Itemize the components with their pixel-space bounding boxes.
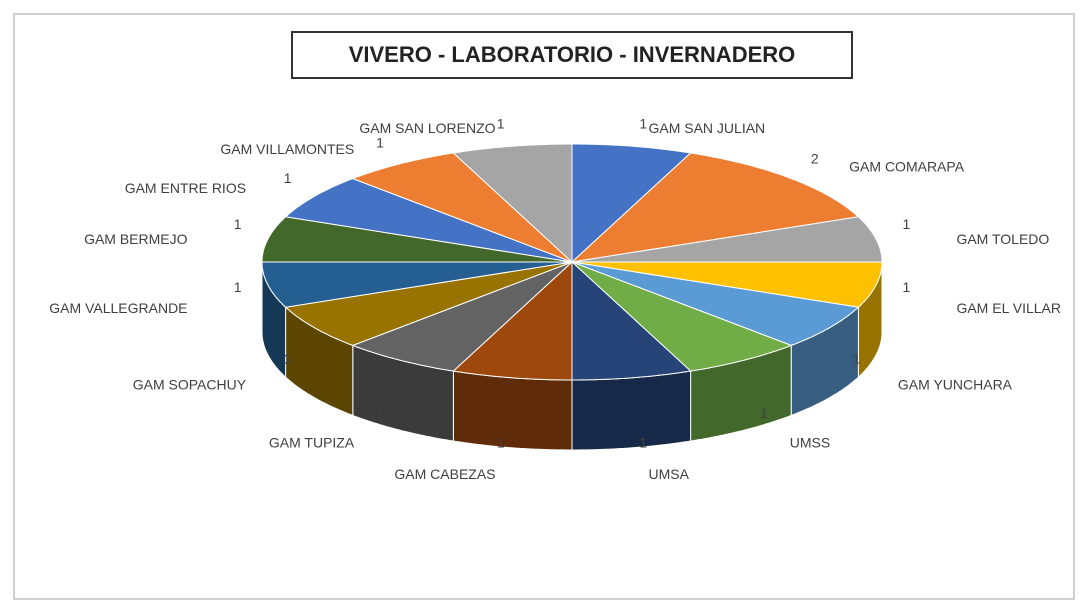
category-label: GAM VILLAMONTES — [220, 141, 354, 157]
category-label: GAM TUPIZA — [269, 435, 355, 451]
slice — [452, 260, 573, 381]
slice-side — [571, 370, 692, 451]
data-label: 1 — [234, 279, 242, 295]
data-label: 1 — [852, 350, 860, 366]
category-label: GAM COMARAPA — [849, 159, 965, 175]
data-label: 2 — [811, 151, 819, 167]
title-box — [291, 31, 853, 79]
slice — [571, 261, 793, 372]
data-label: 1 — [497, 116, 505, 132]
category-label: GAM BERMEJO — [84, 231, 188, 247]
category-label: GAM CABEZAS — [394, 466, 495, 482]
slice — [571, 261, 860, 346]
slice-side — [452, 370, 573, 451]
data-label: 1 — [376, 135, 384, 151]
category-label: GAM ENTRE RIOS — [125, 180, 246, 196]
slice — [261, 216, 573, 263]
category-label: GAM EL VILLAR — [956, 300, 1061, 316]
slice — [452, 143, 573, 264]
category-label: GAM TOLEDO — [956, 231, 1049, 247]
category-label: UMSS — [790, 435, 830, 451]
category-label: GAM SAN JULIAN — [648, 120, 765, 136]
data-label: 1 — [760, 405, 768, 421]
slice — [284, 178, 573, 263]
category-label: UMSA — [648, 466, 689, 482]
data-label: 1 — [639, 116, 647, 132]
data-label: 1 — [497, 434, 505, 450]
slice — [261, 261, 573, 308]
slice — [570, 152, 860, 263]
slice — [351, 152, 573, 263]
category-label: GAM SAN LORENZO — [359, 120, 495, 136]
data-label: 1 — [234, 216, 242, 232]
data-label: 1 — [902, 216, 910, 232]
slice — [571, 216, 883, 263]
slice — [571, 261, 883, 308]
category-label: GAM VALLEGRANDE — [49, 300, 187, 316]
category-label: GAM SOPACHUY — [133, 376, 247, 392]
slice — [351, 261, 573, 372]
data-label: 1 — [284, 170, 292, 186]
slice — [284, 261, 573, 346]
chart-title: VIVERO - LABORATORIO - INVERNADERO — [349, 42, 796, 67]
data-label: 1 — [639, 434, 647, 450]
data-label: 1 — [902, 279, 910, 295]
slice — [571, 260, 692, 381]
slice — [571, 143, 692, 264]
category-label: GAM YUNCHARA — [898, 376, 1013, 392]
data-label: 1 — [284, 350, 292, 366]
data-label: 1 — [376, 405, 384, 421]
